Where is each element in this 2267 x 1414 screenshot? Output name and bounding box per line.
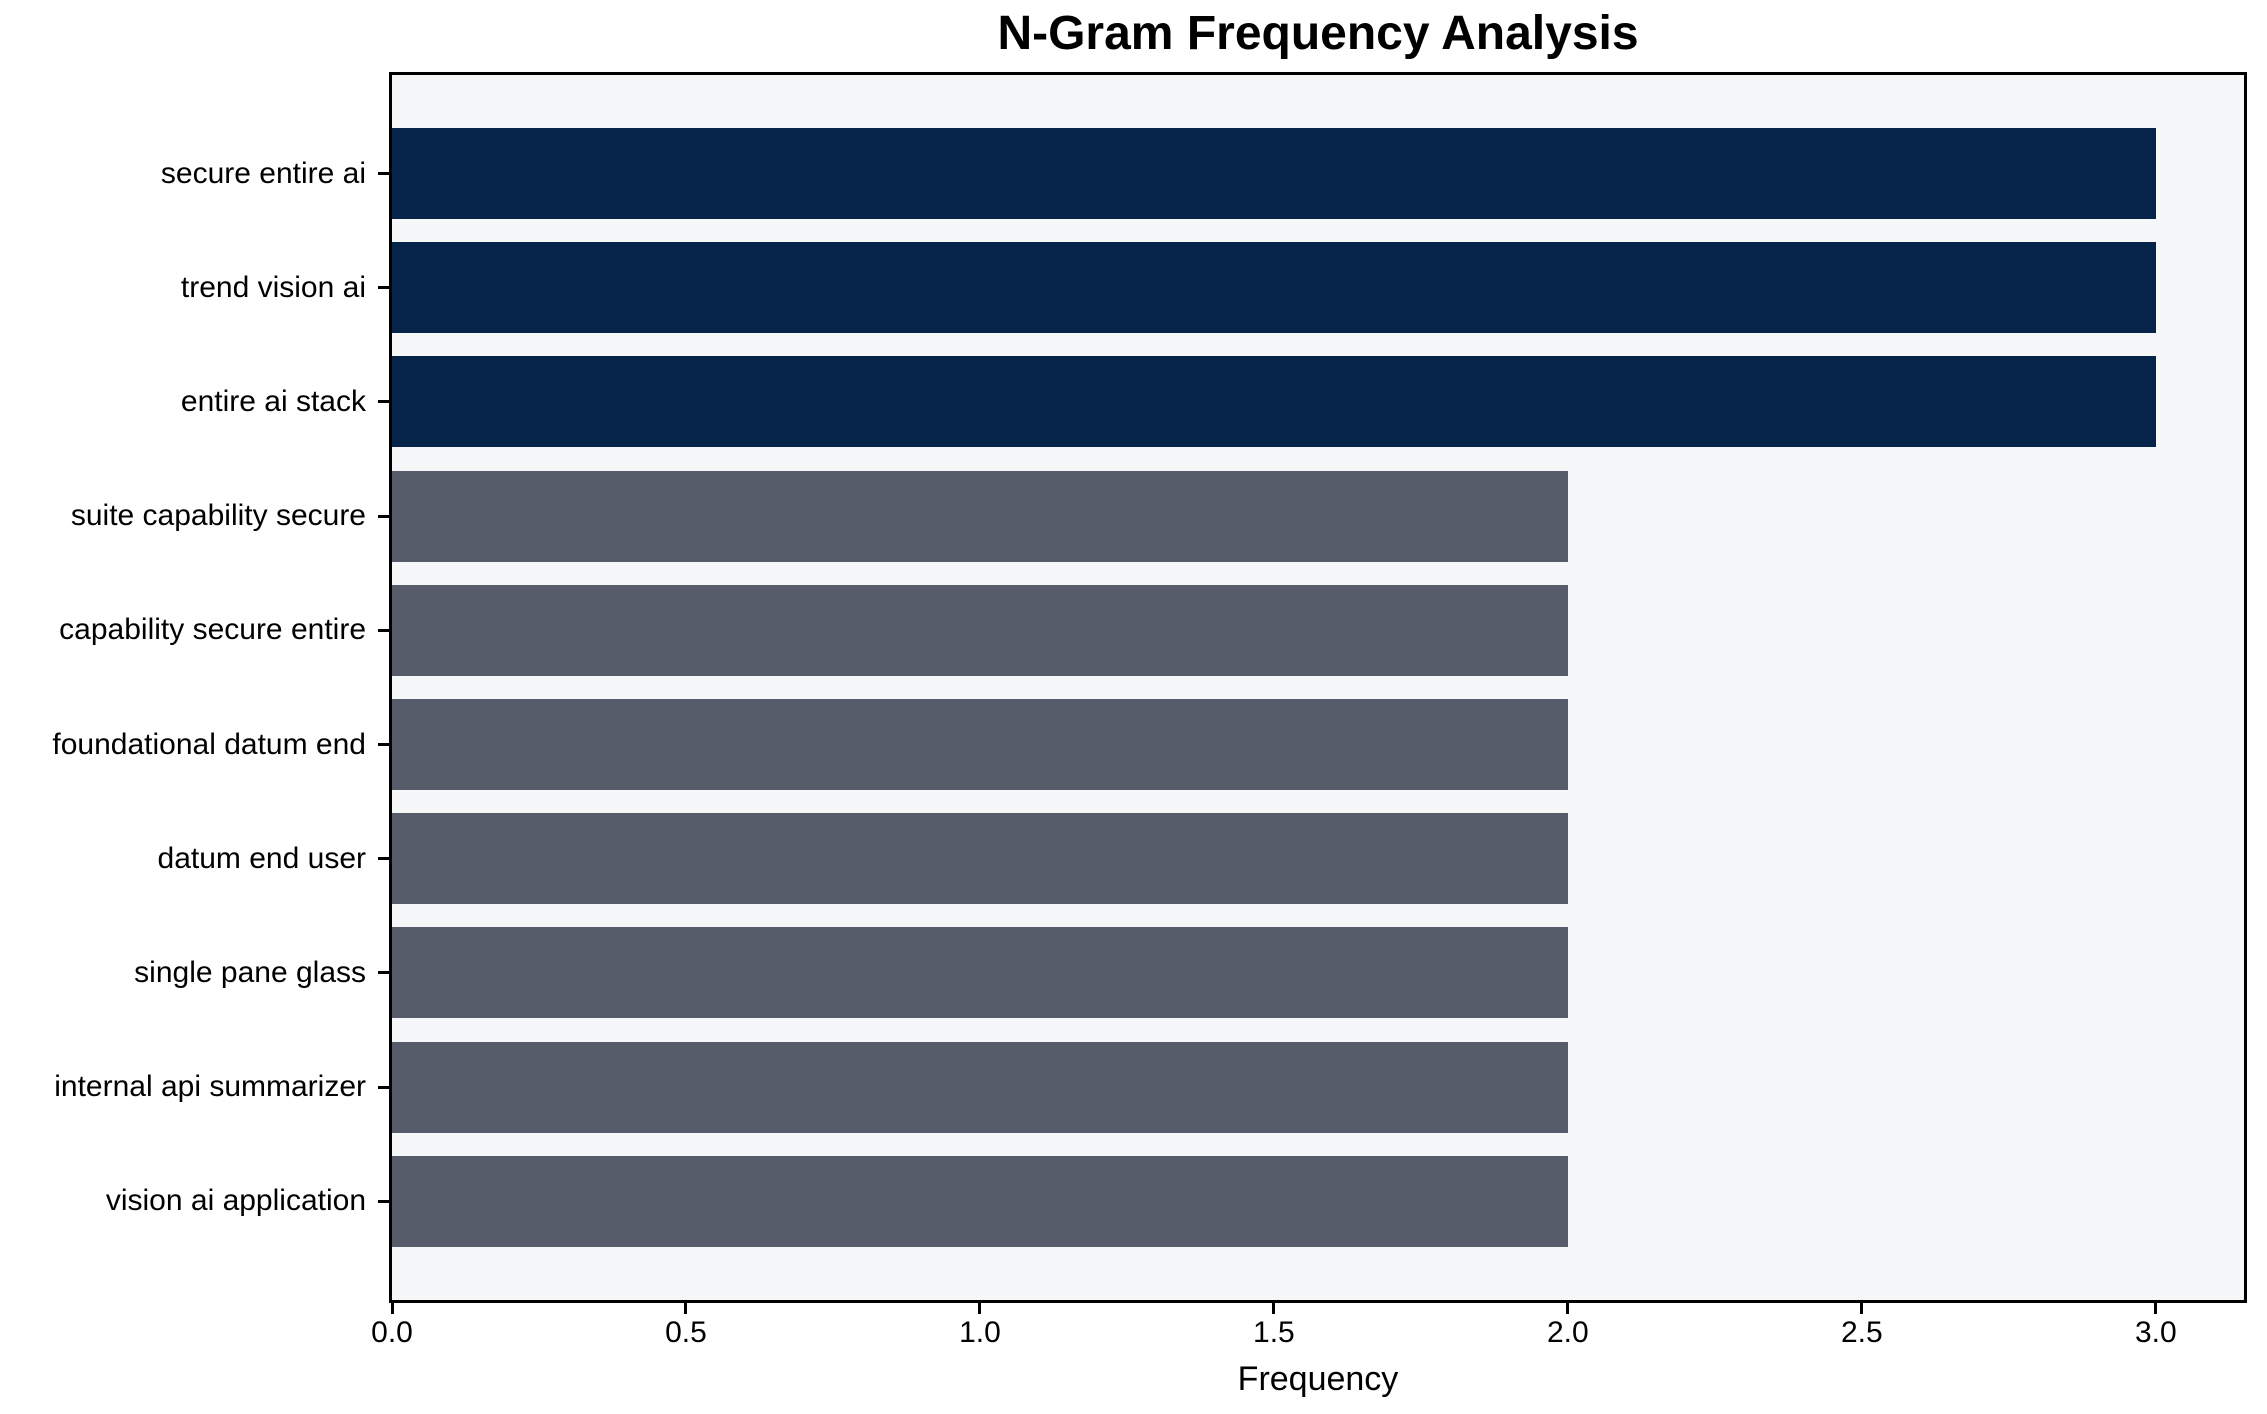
y-tick-mark <box>378 514 389 518</box>
bar-datum-end-user <box>392 813 1568 905</box>
x-tick-label: 0.5 <box>665 1316 707 1349</box>
bar-foundational-datum-end <box>392 699 1568 790</box>
y-tick-mark <box>378 172 389 175</box>
y-tick-mark <box>378 1085 389 1089</box>
x-tick-mark <box>1860 1303 1864 1314</box>
x-tick-mark <box>390 1303 394 1314</box>
bar-capability-secure-entire <box>392 584 1568 676</box>
y-tick-label: foundational datum end <box>52 727 366 761</box>
x-tick-mark <box>1566 1303 1570 1314</box>
bar-secure-entire-ai <box>392 128 2156 219</box>
x-tick-label: 3.0 <box>2134 1316 2177 1349</box>
y-tick-mark <box>378 628 389 632</box>
bar-entire-ai-stack <box>392 356 2156 448</box>
x-tick-label: 2.0 <box>1547 1316 1589 1349</box>
x-tick-mark <box>978 1303 982 1314</box>
x-tick-mark <box>2154 1303 2158 1314</box>
y-tick-label: entire ai stack <box>180 384 366 418</box>
bar-suite-capability-secure <box>392 470 1568 562</box>
y-tick-label: datum end user <box>157 841 366 875</box>
y-tick-mark <box>378 857 389 861</box>
y-tick-label: capability secure entire <box>59 613 366 647</box>
x-tick-label: 2.5 <box>1840 1316 1883 1349</box>
x-tick-label: 1.0 <box>959 1316 1001 1349</box>
y-tick-label: single pane glass <box>134 955 366 989</box>
x-tick-label: 0.0 <box>371 1316 413 1349</box>
plot-area <box>389 72 2247 1303</box>
y-tick-label: secure entire ai <box>160 156 366 190</box>
y-tick-mark <box>378 400 389 404</box>
x-tick-mark <box>684 1303 688 1314</box>
x-axis-label: Frequency <box>1237 1360 1399 1398</box>
chart-title: N-Gram Frequency Analysis <box>997 7 1639 60</box>
y-tick-label: vision ai application <box>105 1184 366 1218</box>
bar-vision-ai-application <box>392 1155 1568 1247</box>
bar-single-pane-glass <box>392 927 1568 1019</box>
y-tick-label: trend vision ai <box>180 270 366 304</box>
y-tick-label: internal api summarizer <box>54 1070 366 1104</box>
y-tick-mark <box>378 1199 389 1203</box>
y-tick-mark <box>378 743 389 746</box>
y-tick-mark <box>378 286 389 290</box>
y-tick-label: suite capability secure <box>70 499 366 533</box>
y-tick-mark <box>378 971 389 975</box>
x-tick-mark <box>1272 1303 1276 1314</box>
x-tick-label: 1.5 <box>1253 1316 1295 1349</box>
bar-trend-vision-ai <box>392 242 2156 334</box>
bar-internal-api-summarizer <box>392 1041 1568 1133</box>
